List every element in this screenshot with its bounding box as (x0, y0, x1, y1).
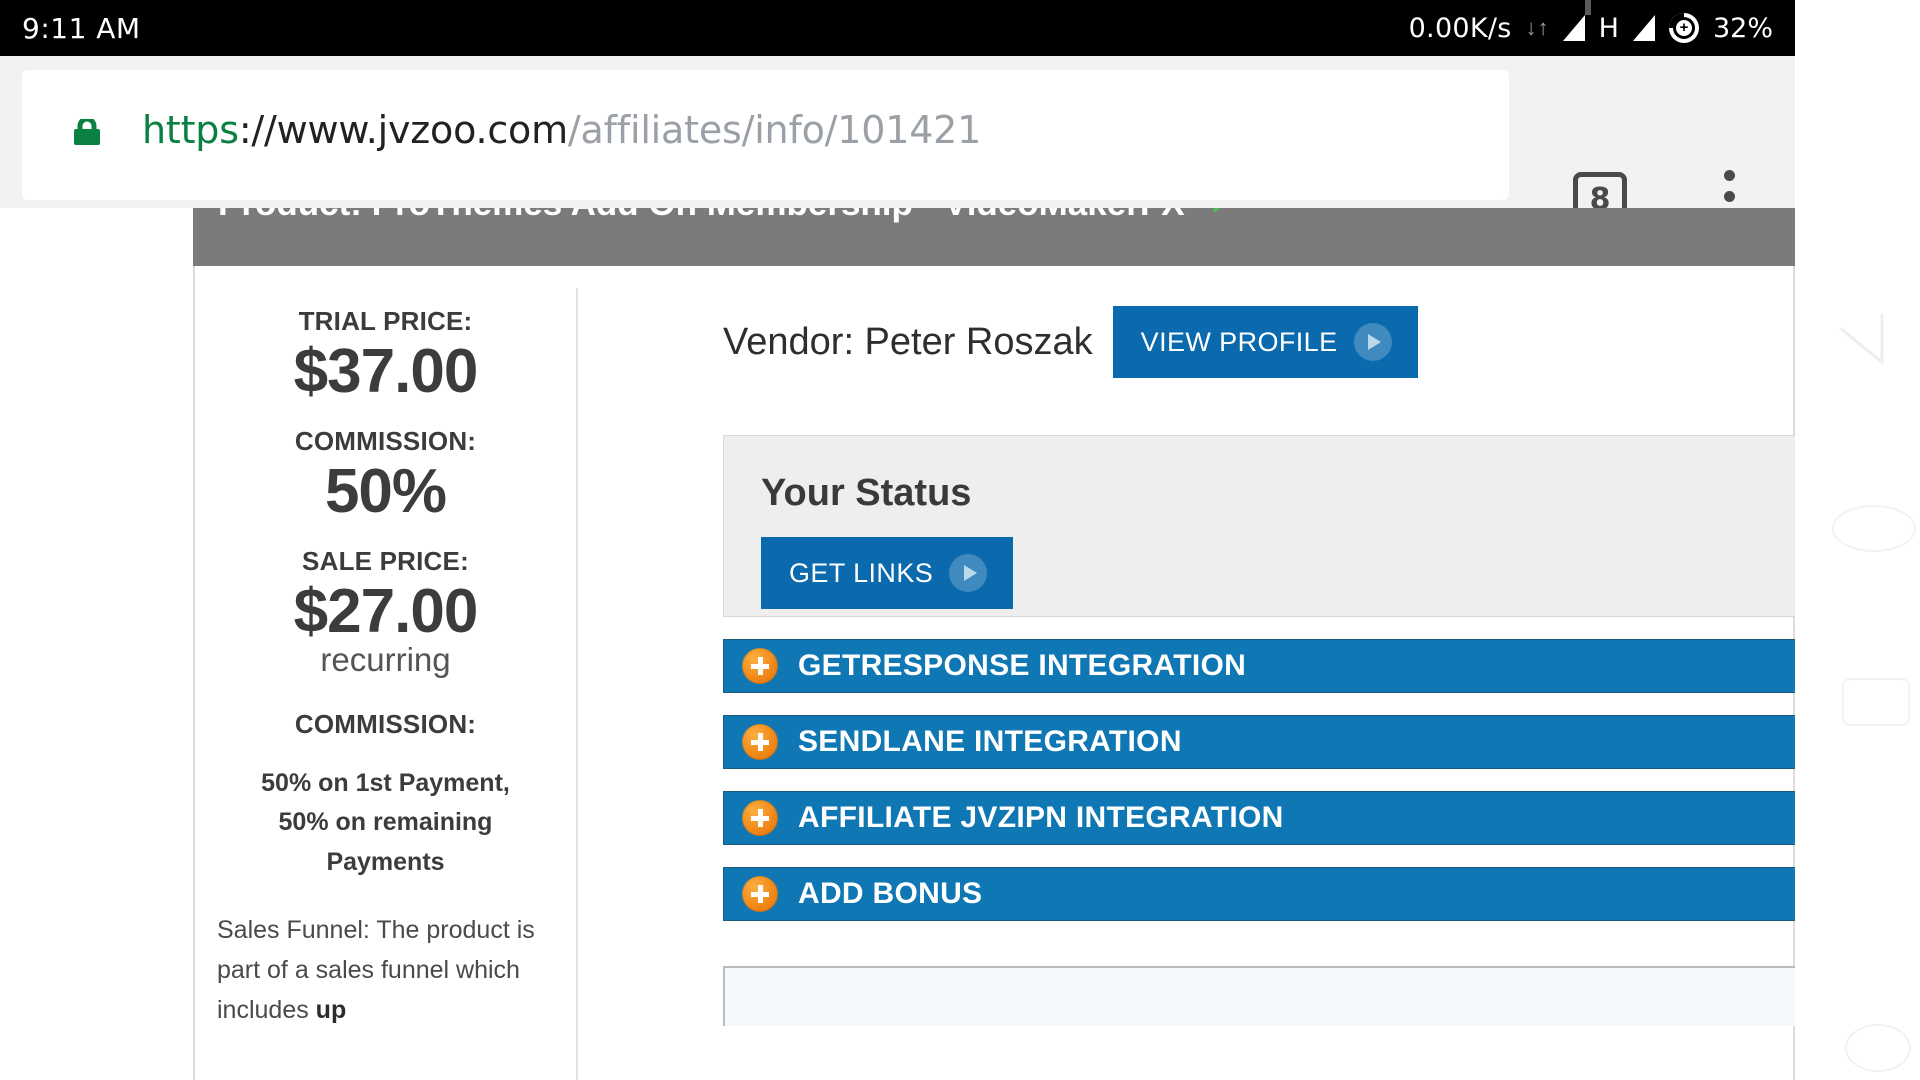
accordion-label: SENDLANE INTEGRATION (798, 725, 1182, 758)
right-gutter (1795, 0, 1920, 1080)
get-links-label: GET LINKS (789, 557, 934, 588)
trial-price-value: $37.00 (293, 337, 479, 406)
spacer (195, 524, 576, 546)
plus-circle-icon (742, 800, 778, 836)
sales-funnel-bold: up (315, 996, 347, 1025)
android-status-bar: 9:11 AM 0.00K/s ↓ ↑ H + 32% (0, 0, 1795, 56)
view-profile-button[interactable]: VIEW PROFILE (1112, 306, 1418, 378)
status-clock: 9:11 AM (22, 11, 141, 45)
web-page-viewport: Product: ProThemes Add On Membership - V… (0, 208, 1795, 1080)
menu-dot-2 (1724, 191, 1735, 202)
sync-arrows-icon: ↓ ↑ (1526, 17, 1549, 39)
accordion-label: ADD BONUS (798, 877, 983, 910)
sale-commission-label: COMMISSION: (294, 708, 477, 739)
sale-price-label: SALE PRICE: (302, 546, 469, 577)
battery-charging-icon: + (1668, 13, 1699, 43)
trial-price-label: TRIAL PRICE: (298, 306, 473, 336)
sale-price-value: $27.00 (293, 577, 479, 647)
trial-commission-label: COMMISSION: (294, 426, 477, 457)
spacer (195, 742, 576, 764)
main-content-column: Vendor: Peter Roszak VIEW PROFILE Your S… (578, 266, 1795, 1026)
your-status-panel: Your Status GET LINKS (723, 435, 1795, 617)
product-title: Product: ProThemes Add On Membership - V… (218, 208, 1185, 224)
accordion-label: GETRESPONSE INTEGRATION (798, 649, 1247, 682)
trial-commission-value: 50% (324, 457, 447, 527)
battery-plus-glyph: + (1675, 20, 1692, 36)
commission-line-1: 50% on 1st Payment, (261, 768, 510, 797)
view-profile-label: VIEW PROFILE (1140, 326, 1338, 357)
accordion-getresponse-integration[interactable]: GETRESPONSE INTEGRATION (723, 639, 1795, 693)
url-host: ://www.jvzoo.com (238, 108, 568, 152)
product-header-inner: Product: ProThemes Add On Membership - V… (218, 208, 1223, 224)
product-header-bar: Product: ProThemes Add On Membership - V… (193, 208, 1795, 266)
accordion-affiliate-jvzipn-integration[interactable]: AFFILIATE JVZIPN INTEGRATION (723, 791, 1795, 845)
network-speed-text: 0.00K/s (1408, 12, 1512, 44)
status-icons-group: 0.00K/s ↓ ↑ H + 32% (1408, 0, 1773, 44)
column-divider (576, 288, 578, 1080)
vendor-row: Vendor: Peter Roszak VIEW PROFILE (723, 306, 1795, 378)
get-links-button[interactable]: GET LINKS (761, 537, 1014, 609)
battery-percent-text: 32% (1712, 12, 1773, 44)
bottom-content-box (723, 966, 1795, 1026)
commission-line-2: 50% on remaining (278, 808, 493, 837)
vendor-name-label: Vendor: Peter Roszak (723, 320, 1093, 363)
address-bar[interactable]: https://www.jvzoo.com/affiliates/info/10… (22, 70, 1509, 200)
sales-funnel-plain: Sales Funnel: The product is part of a s… (217, 916, 535, 1025)
url-scheme: https (142, 108, 239, 152)
recurring-arrow-icon: ↩ (1195, 208, 1224, 223)
lock-icon (74, 119, 100, 145)
commission-details: 50% on 1st Payment, 50% on remaining Pay… (195, 764, 576, 883)
accordion-add-bonus[interactable]: ADD BONUS (723, 867, 1795, 921)
commission-line-3: Payments (326, 847, 445, 876)
your-status-title: Your Status (761, 472, 972, 514)
play-arrow-icon (1353, 323, 1392, 361)
plus-circle-icon (742, 876, 778, 912)
plus-circle-icon (742, 648, 778, 684)
menu-dot-1 (1724, 170, 1735, 181)
sales-funnel-text: Sales Funnel: The product is part of a s… (195, 910, 576, 1030)
signal-bars-icon-1 (1562, 0, 1591, 41)
play-arrow-icon (949, 554, 988, 592)
browser-toolbar: https://www.jvzoo.com/affiliates/info/10… (0, 56, 1795, 226)
spacer (195, 679, 576, 709)
accordion-sendlane-integration[interactable]: SENDLANE INTEGRATION (723, 715, 1795, 769)
accordion-label: AFFILIATE JVZIPN INTEGRATION (798, 801, 1284, 834)
plus-circle-icon (742, 724, 778, 760)
signal-bars-icon-2 (1632, 15, 1655, 41)
url-path: /affiliates/info/101421 (567, 108, 982, 152)
url-text: https://www.jvzoo.com/affiliates/info/10… (142, 108, 981, 152)
network-type-text: H (1598, 12, 1619, 44)
arrow-down-glyph: ↓ (1525, 15, 1537, 40)
arrow-up-glyph: ↑ (1537, 15, 1549, 40)
spacer (195, 404, 576, 426)
pricing-sidebar: TRIAL PRICE: $37.00 COMMISSION: 50% SALE… (195, 266, 576, 1030)
product-content-panel: TRIAL PRICE: $37.00 COMMISSION: 50% SALE… (193, 266, 1795, 1080)
sale-price-recurring-note: recurring (320, 641, 451, 679)
